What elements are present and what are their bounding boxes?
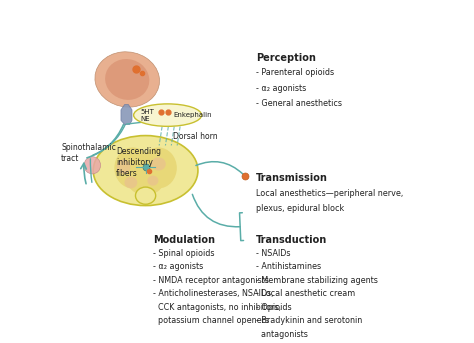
Ellipse shape — [136, 187, 155, 204]
Text: NE: NE — [140, 116, 150, 121]
Ellipse shape — [134, 104, 201, 126]
Ellipse shape — [140, 147, 177, 188]
Text: CCK antagonists, no inhibitors,: CCK antagonists, no inhibitors, — [153, 303, 281, 312]
Text: antagonists: antagonists — [256, 330, 308, 339]
Text: Perception: Perception — [256, 53, 316, 63]
Text: Transduction: Transduction — [256, 235, 327, 245]
Text: - Opioids: - Opioids — [256, 303, 292, 312]
Text: - Anticholinesterases, NSAIDs,: - Anticholinesterases, NSAIDs, — [153, 289, 273, 298]
Text: - General anesthetics: - General anesthetics — [256, 99, 342, 108]
Text: - Spinal opioids: - Spinal opioids — [153, 249, 214, 258]
Ellipse shape — [125, 177, 137, 188]
Text: Descending
inhibitory
fibers: Descending inhibitory fibers — [116, 147, 161, 178]
Text: - Parenteral opioids: - Parenteral opioids — [256, 68, 334, 78]
Text: - Antihistamines: - Antihistamines — [256, 262, 321, 271]
Ellipse shape — [95, 52, 159, 107]
Ellipse shape — [147, 176, 158, 186]
Text: - Membrane stabilizing agents: - Membrane stabilizing agents — [256, 276, 378, 285]
Text: - NMDA receptor antagonists: - NMDA receptor antagonists — [153, 276, 269, 285]
Text: Spinothalamic
tract: Spinothalamic tract — [61, 143, 116, 164]
Text: - Local anesthetic cream: - Local anesthetic cream — [256, 289, 355, 298]
Text: - NSAIDs: - NSAIDs — [256, 249, 290, 258]
Ellipse shape — [117, 159, 130, 174]
Text: - Bradykinin and serotonin: - Bradykinin and serotonin — [256, 316, 362, 325]
Polygon shape — [121, 105, 132, 125]
Text: Transmission: Transmission — [256, 173, 328, 183]
Text: Enkephalin: Enkephalin — [173, 111, 212, 118]
Ellipse shape — [84, 157, 100, 174]
Text: 5HT: 5HT — [140, 109, 154, 115]
Ellipse shape — [151, 157, 166, 170]
Ellipse shape — [114, 147, 151, 188]
Ellipse shape — [128, 170, 163, 195]
Text: - α₂ agonists: - α₂ agonists — [153, 262, 203, 271]
Text: - α₂ agonists: - α₂ agonists — [256, 84, 306, 93]
Text: plexus, epidural block: plexus, epidural block — [256, 204, 344, 213]
Ellipse shape — [105, 59, 149, 100]
Text: potassium channel openers: potassium channel openers — [153, 316, 269, 325]
Text: Local anesthetics—peripheral nerve,: Local anesthetics—peripheral nerve, — [256, 189, 403, 198]
Text: Dorsal horn: Dorsal horn — [173, 132, 218, 141]
Ellipse shape — [93, 135, 198, 205]
Text: Modulation: Modulation — [153, 235, 215, 245]
